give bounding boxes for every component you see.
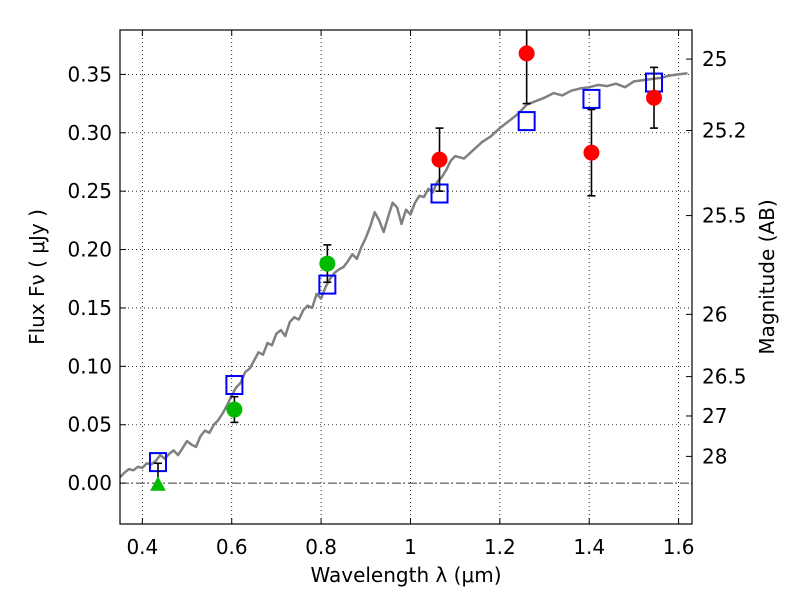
flux-point <box>583 144 600 161</box>
right-tick-label: 27 <box>702 404 727 428</box>
x-axis-label: Wavelength λ (μm) <box>310 563 501 587</box>
flux-point <box>319 255 336 272</box>
y-tick-label: 0.05 <box>67 413 112 437</box>
right-tick-label: 25.2 <box>702 119 747 143</box>
flux-point <box>226 401 243 418</box>
y-tick-label: 0.25 <box>67 179 112 203</box>
x-tick-label: 0.8 <box>305 535 337 559</box>
y-tick-label: 0.00 <box>67 471 112 495</box>
upper-limit-triangle <box>150 476 166 491</box>
y-tick-label: 0.30 <box>67 121 112 145</box>
y-tick-label: 0.10 <box>67 354 112 378</box>
right-tick-label: 28 <box>702 444 727 468</box>
y-axis-ticks: 0.00 0.05 0.10 0.15 0.20 0.25 0.30 0.35 <box>67 62 126 495</box>
sed-template-line <box>120 71 688 479</box>
y-tick-label: 0.35 <box>67 62 112 86</box>
x-tick-label: 0.4 <box>126 535 158 559</box>
flux-point <box>646 89 663 106</box>
y-axis-label: Flux Fν ( μJy ) <box>25 209 49 345</box>
model-flux-square <box>225 375 244 396</box>
plot-series <box>120 30 688 491</box>
right-tick-label: 25.5 <box>702 204 747 228</box>
right-axis-ticks: 25 25.2 25.5 26 26.5 27 28 <box>686 47 747 468</box>
x-tick-label: 1 <box>404 535 417 559</box>
x-tick-label: 0.6 <box>216 535 248 559</box>
flux-point <box>431 151 448 168</box>
right-axis-label: Magnitude (AB) <box>755 199 779 354</box>
y-tick-label: 0.15 <box>67 296 112 320</box>
model-flux-square <box>582 88 601 109</box>
model-flux-square <box>517 111 536 132</box>
x-tick-label: 1.2 <box>484 535 516 559</box>
y-tick-label: 0.20 <box>67 238 112 262</box>
x-tick-label: 1.4 <box>573 535 605 559</box>
flux-point <box>518 45 535 62</box>
x-tick-label: 1.6 <box>663 535 695 559</box>
right-tick-label: 26 <box>702 302 727 326</box>
right-tick-label: 26.5 <box>702 365 747 389</box>
x-axis-ticks: 0.4 0.6 0.8 1 1.2 1.4 1.6 <box>126 30 695 559</box>
plot-frame <box>119 29 693 525</box>
right-tick-label: 25 <box>702 47 727 71</box>
